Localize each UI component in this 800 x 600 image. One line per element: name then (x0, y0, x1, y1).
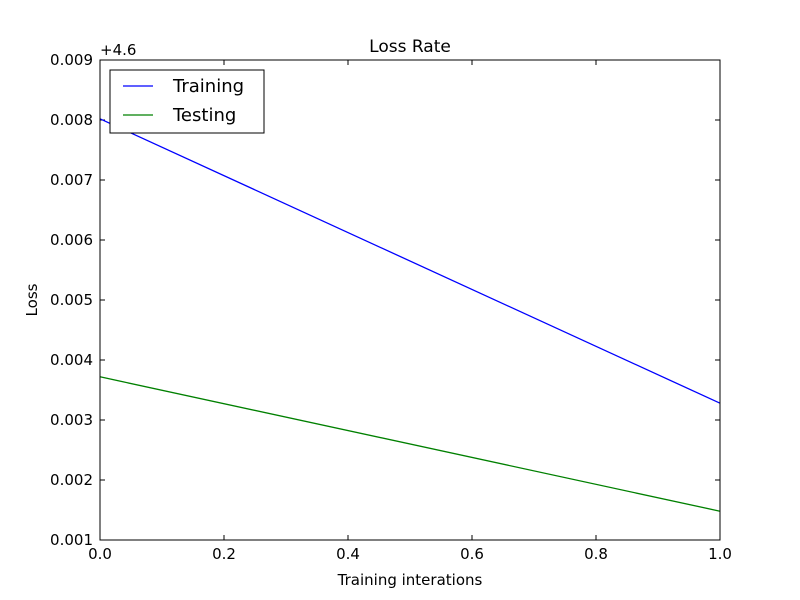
x-axis-ticks: 0.0 0.2 0.4 0.6 0.8 1.0 (88, 60, 732, 563)
y-tick-label: 0.003 (50, 411, 93, 429)
y-tick-label: 0.008 (50, 111, 93, 129)
x-tick-label: 0.0 (88, 545, 112, 563)
series-line-testing (99, 376, 721, 512)
y-tick-label: 0.001 (50, 531, 93, 549)
x-axis-label: Training interations (337, 571, 483, 589)
x-tick-label: 0.4 (336, 545, 360, 563)
y-tick-label: 0.004 (50, 351, 93, 369)
x-tick-label: 1.0 (708, 545, 732, 563)
chart-title: Loss Rate (369, 37, 451, 57)
y-offset-label: +4.6 (100, 41, 136, 59)
series-lines (99, 118, 721, 512)
y-tick-label: 0.002 (50, 471, 93, 489)
y-tick-label: 0.005 (50, 291, 93, 309)
y-tick-label: 0.007 (50, 171, 93, 189)
legend: Training Testing (109, 69, 265, 134)
y-tick-label: 0.009 (50, 51, 93, 69)
x-tick-label: 0.6 (460, 545, 484, 563)
x-tick-label: 0.2 (212, 545, 236, 563)
legend-label-testing: Testing (172, 105, 236, 126)
y-axis-ticks: 0.001 0.002 0.003 0.004 0.005 0.006 0.007 0.008… (50, 51, 720, 549)
y-tick-label: 0.006 (50, 231, 93, 249)
legend-box (109, 69, 265, 134)
y-axis-label: Loss (23, 283, 41, 316)
legend-label-training: Training (172, 76, 244, 97)
x-tick-label: 0.8 (584, 545, 608, 563)
plot-frame (99, 59, 721, 541)
series-line-training (99, 118, 721, 404)
